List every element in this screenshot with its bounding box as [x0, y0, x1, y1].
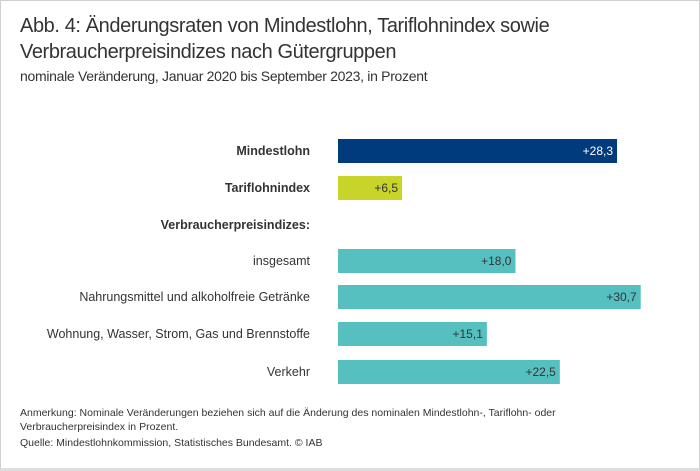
bar	[338, 285, 641, 309]
bar-chart: Verbraucherpreisindizes: Mindestlohn +28,…	[47, 139, 641, 384]
bar	[338, 176, 403, 200]
chart-source: Quelle: Mindestlohnkommission, Statistis…	[20, 437, 323, 449]
category-label: Nahrungsmittel und alkoholfreie Getränke	[79, 290, 310, 304]
chart-subtitle: nominale Veränderung, Januar 2020 bis Se…	[20, 68, 428, 84]
chart-note: Anmerkung: Nominale Veränderungen bezieh…	[20, 407, 556, 433]
chart-title: Abb. 4: Änderungsraten von Mindestlohn, …	[20, 15, 550, 63]
group-label: Verbraucherpreisindizes:	[161, 218, 310, 232]
category-label: insgesamt	[253, 254, 310, 268]
category-label: Wohnung, Wasser, Strom, Gas und Brennsto…	[47, 327, 310, 341]
bar	[338, 360, 560, 384]
data-label: +18,0	[481, 254, 512, 268]
data-label: +15,1	[453, 327, 484, 341]
data-label: +22,5	[525, 365, 556, 379]
data-label: +30,7	[606, 290, 637, 304]
bar	[338, 322, 487, 346]
category-label: Verkehr	[267, 365, 310, 379]
bar	[338, 139, 618, 163]
category-label: Tariflohnindex	[225, 181, 310, 195]
data-label: +6,5	[374, 181, 398, 195]
data-label: +28,3	[583, 144, 614, 158]
category-label: Mindestlohn	[236, 144, 310, 158]
bar	[338, 249, 516, 273]
